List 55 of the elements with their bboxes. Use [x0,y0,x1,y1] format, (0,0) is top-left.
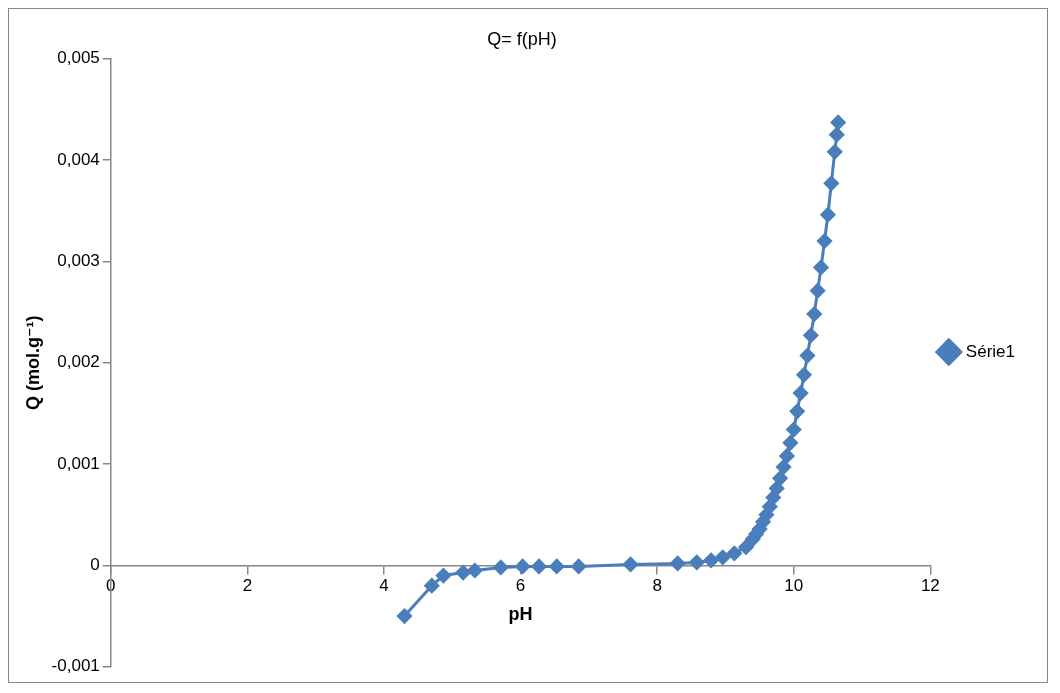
y-tick-label: 0,002 [57,352,100,372]
point [515,558,531,574]
y-axis-title: Q (mol.g⁻¹) [22,315,43,410]
point [549,558,565,574]
point [830,114,846,130]
point [571,558,587,574]
point [793,385,809,401]
y-tick-label: 0,004 [57,149,100,169]
point [435,568,451,584]
point [779,448,795,464]
x-tick-label: 6 [515,576,526,596]
point [806,306,822,322]
point [829,127,845,143]
point [817,233,832,249]
point [467,563,483,578]
point [670,555,686,571]
point [738,539,754,555]
point [623,556,639,572]
x-tick-label: 10 [784,576,804,596]
point [823,175,839,191]
point [813,259,829,275]
x-tick-label: 12 [920,576,940,596]
point [782,435,798,451]
point [703,552,719,568]
y-tick-label: 0,001 [57,453,100,473]
point [531,558,547,574]
point [786,422,802,438]
point [789,403,805,419]
point [820,207,836,223]
chart-title: Q= f(pH) [487,28,557,49]
point [803,327,819,343]
x-tick-label: 2 [242,576,253,596]
point [772,470,788,486]
point [799,348,815,364]
point [769,480,785,496]
point [396,608,412,624]
x-axis-title: pH [508,603,533,624]
point [715,549,731,565]
point [765,490,781,506]
x-tick-label: 4 [379,576,389,596]
y-tick-label: -0,001 [51,656,100,676]
y-tick-label: 0 [90,555,100,575]
y-tick-label: 0,005 [57,48,100,68]
point [726,545,742,561]
legend-label: Série1 [965,341,1015,361]
x-tick-label: 8 [652,576,662,596]
point [810,283,826,299]
point [455,565,471,581]
y-tick-label: 0,003 [57,251,100,271]
point [796,367,812,383]
point [424,578,440,594]
point [776,459,792,475]
point [493,559,509,575]
point [827,144,843,160]
point [689,554,705,570]
